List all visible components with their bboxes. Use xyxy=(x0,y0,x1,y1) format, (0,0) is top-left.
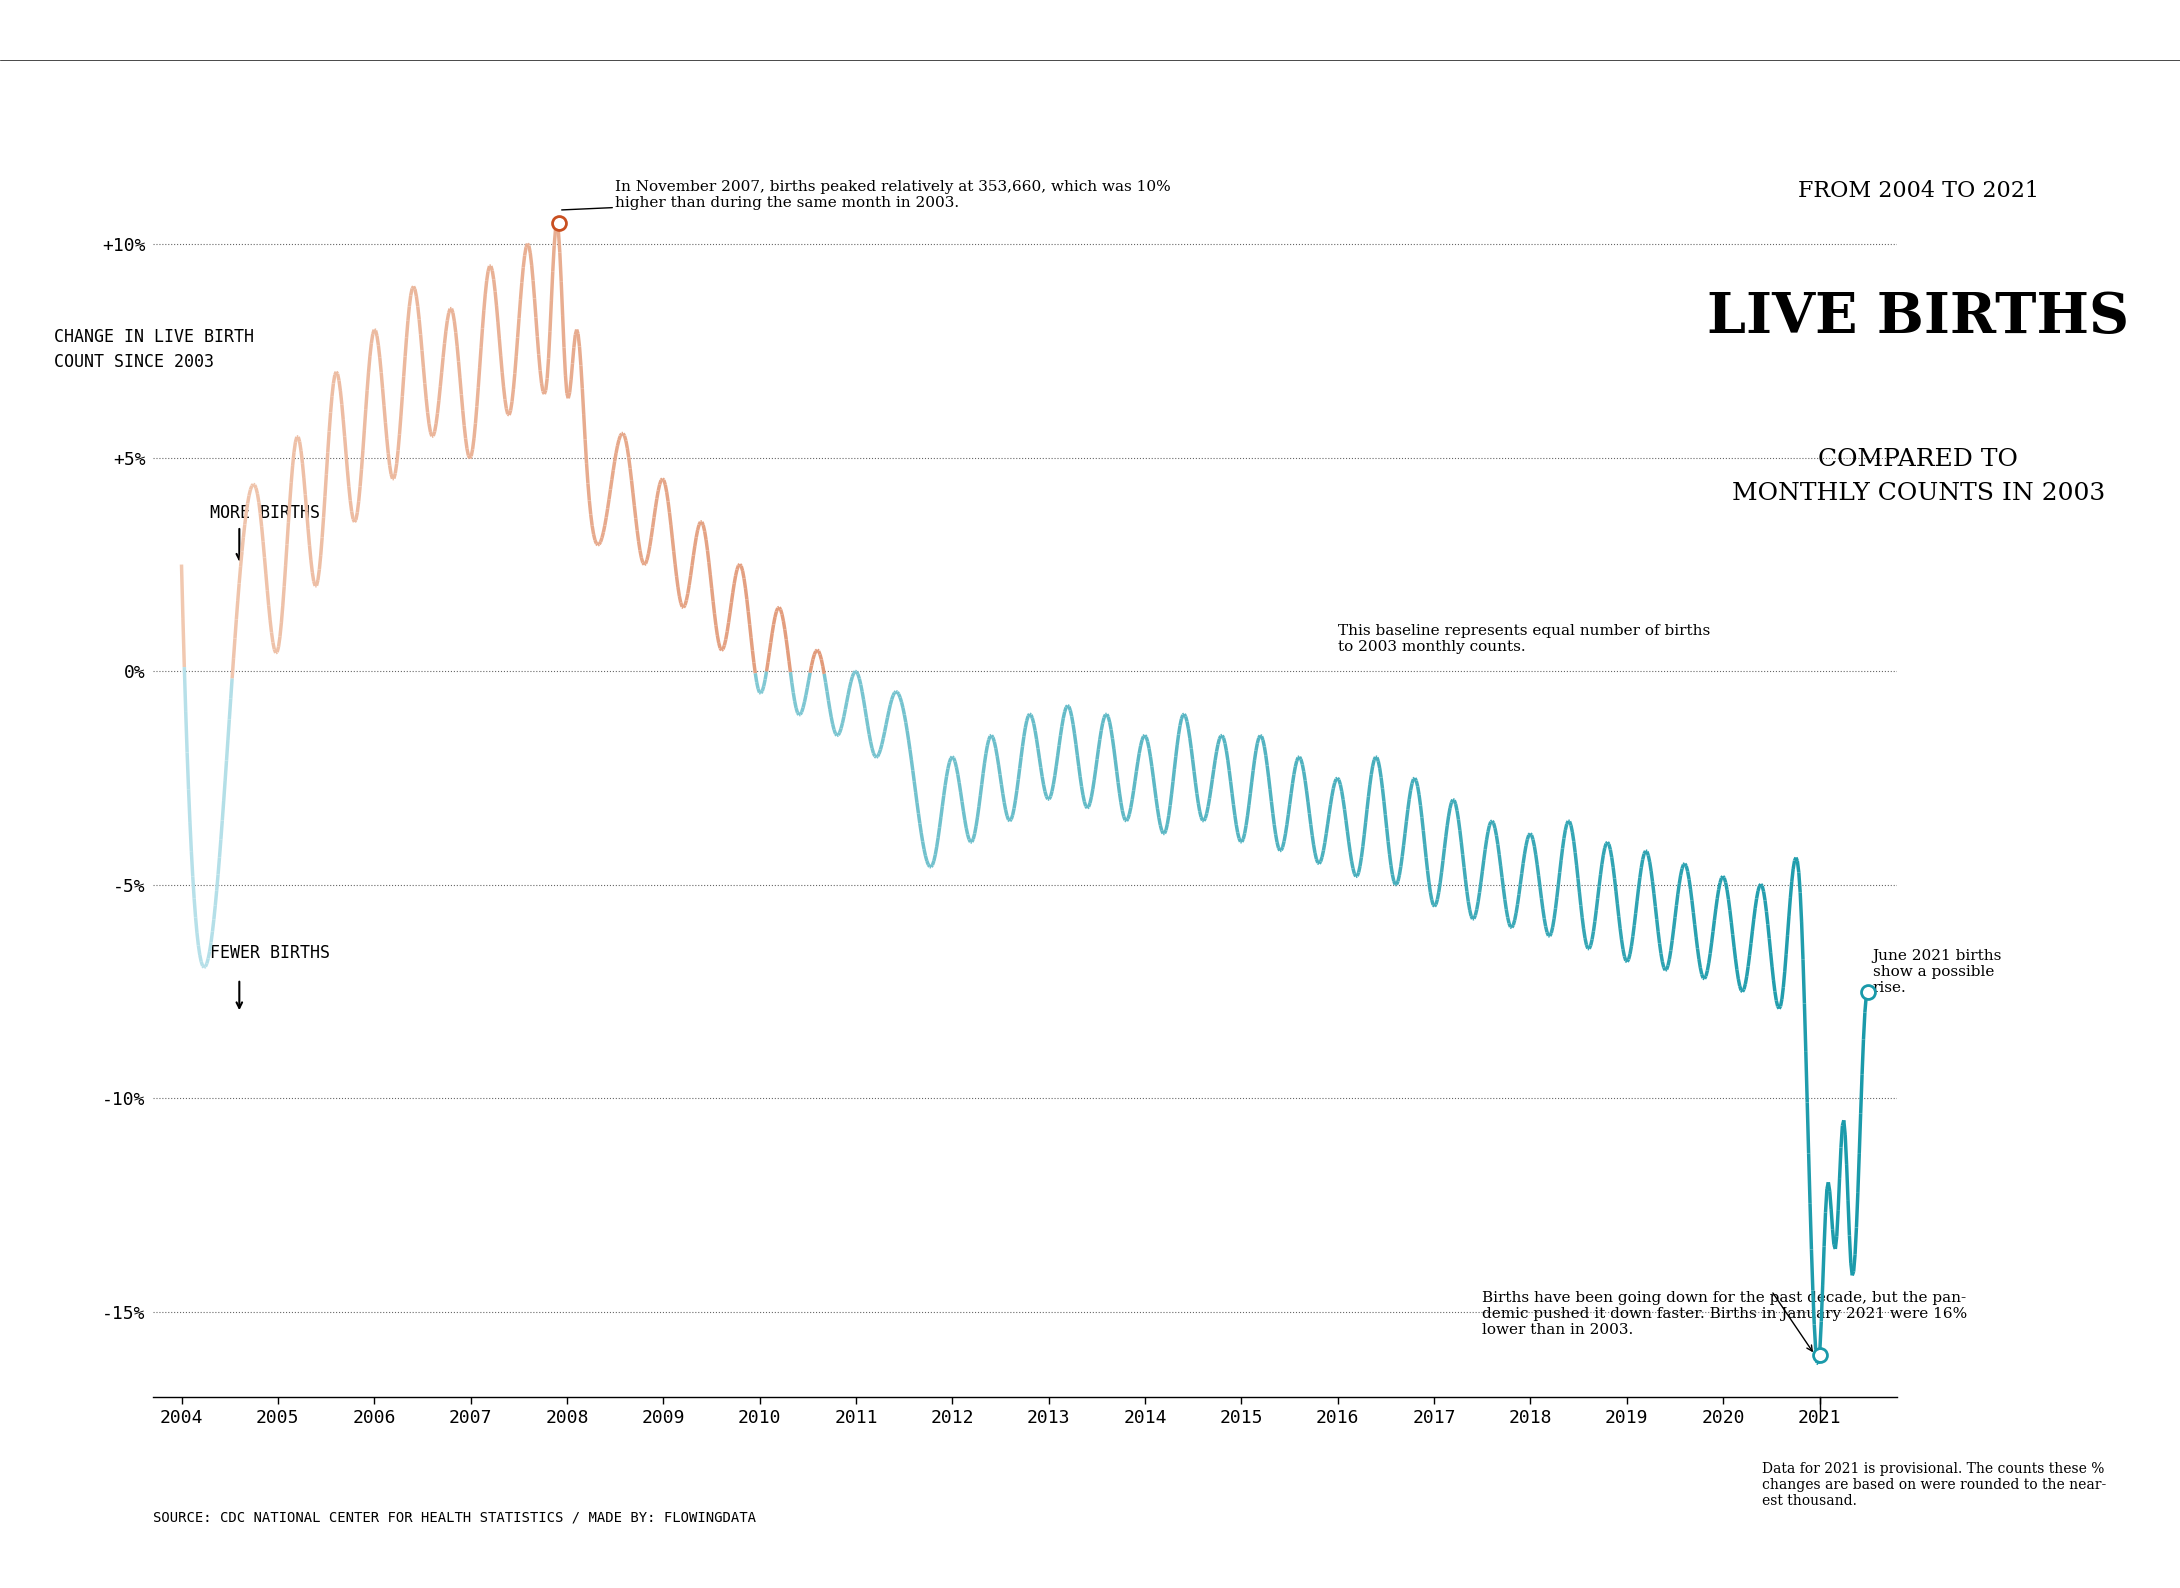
Text: Births have been going down for the past decade, but the pan-
demic pushed it do: Births have been going down for the past… xyxy=(1482,1291,1969,1337)
Text: LIVE BIRTHS: LIVE BIRTHS xyxy=(1707,291,2130,345)
Text: COMPARED TO
MONTHLY COUNTS IN 2003: COMPARED TO MONTHLY COUNTS IN 2003 xyxy=(1731,448,2106,505)
Text: In November 2007, births peaked relatively at 353,660, which was 10%
higher than: In November 2007, births peaked relative… xyxy=(562,179,1171,210)
Text: MORE BIRTHS: MORE BIRTHS xyxy=(211,503,320,522)
Text: SOURCE: CDC NATIONAL CENTER FOR HEALTH STATISTICS / MADE BY: FLOWINGDATA: SOURCE: CDC NATIONAL CENTER FOR HEALTH S… xyxy=(153,1510,756,1524)
Text: This baseline represents equal number of births
to 2003 monthly counts.: This baseline represents equal number of… xyxy=(1339,624,1709,654)
Text: CHANGE IN LIVE BIRTH
COUNT SINCE 2003: CHANGE IN LIVE BIRTH COUNT SINCE 2003 xyxy=(54,327,255,372)
Text: June 2021 births
show a possible
rise.: June 2021 births show a possible rise. xyxy=(1873,950,2001,996)
Text: Data for 2021 is provisional. The counts these %
changes are based on were round: Data for 2021 is provisional. The counts… xyxy=(1761,1461,2106,1509)
Text: FROM 2004 TO 2021: FROM 2004 TO 2021 xyxy=(1798,179,2038,202)
Text: FEWER BIRTHS: FEWER BIRTHS xyxy=(211,943,331,962)
